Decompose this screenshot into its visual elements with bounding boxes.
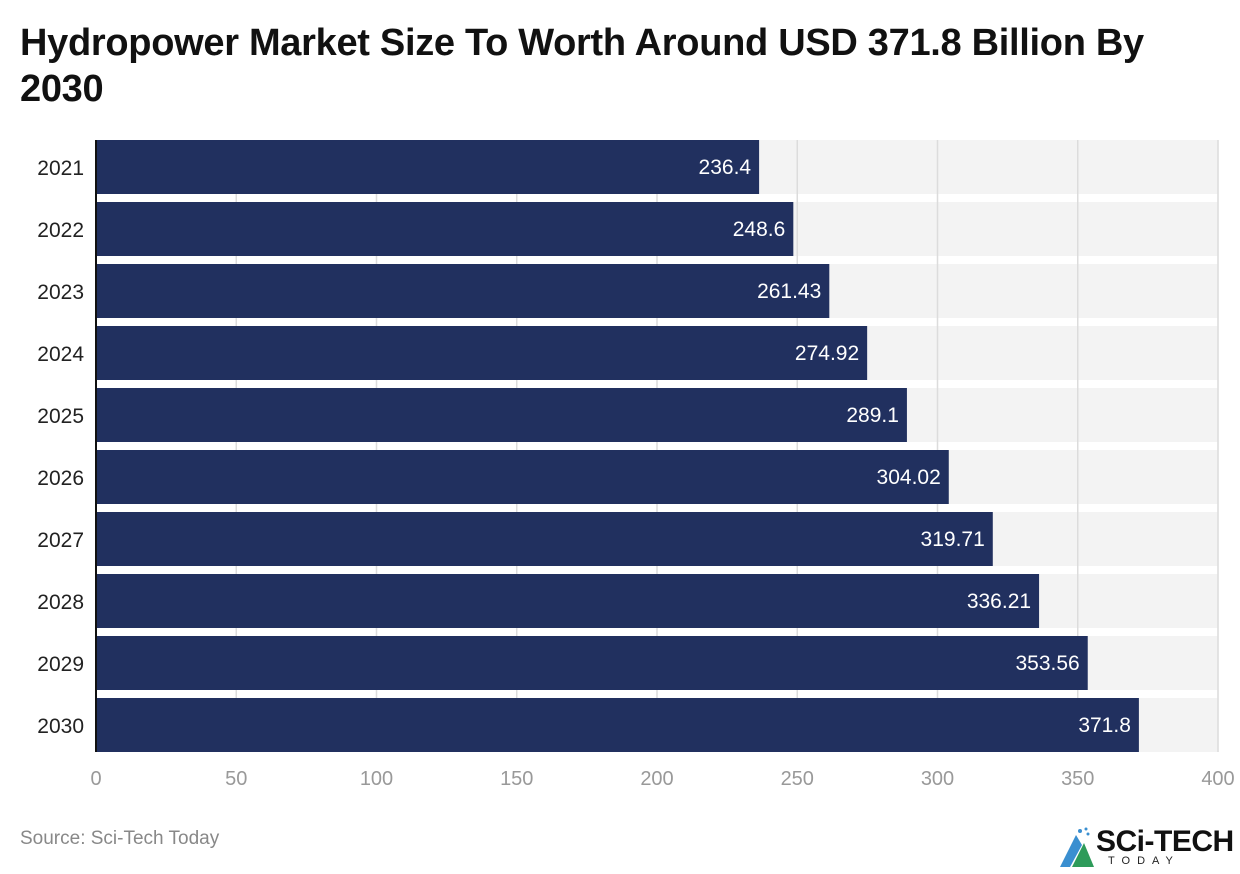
data-label: 236.4 <box>699 156 752 179</box>
x-tick-label: 250 <box>781 768 814 790</box>
bar <box>96 512 993 566</box>
data-label: 248.6 <box>733 218 786 241</box>
logo-subtext: TODAY <box>1108 855 1180 867</box>
bar <box>96 326 868 380</box>
data-label: 371.8 <box>1078 714 1131 737</box>
category-label: 2023 <box>37 281 84 304</box>
x-tick-label: 150 <box>500 768 533 790</box>
data-label: 304.02 <box>877 466 941 489</box>
category-label: 2028 <box>37 591 84 614</box>
x-tick-label: 100 <box>360 768 393 790</box>
x-tick-label: 300 <box>921 768 954 790</box>
category-label: 2022 <box>37 219 84 242</box>
category-label: 2025 <box>37 405 84 428</box>
category-label: 2021 <box>37 157 84 180</box>
data-label: 289.1 <box>846 404 899 427</box>
bar <box>96 388 907 442</box>
category-label: 2027 <box>37 529 84 552</box>
category-label: 2026 <box>37 467 84 490</box>
category-label: 2029 <box>37 653 84 676</box>
x-tick-label: 350 <box>1061 768 1094 790</box>
data-label: 336.21 <box>967 590 1031 613</box>
chart-title: Hydropower Market Size To Worth Around U… <box>20 22 1144 110</box>
bar <box>96 140 760 194</box>
data-label: 353.56 <box>1016 652 1080 675</box>
sci-tech-today-logo: SCi-TECH TODAY <box>1058 825 1238 869</box>
data-label: 261.43 <box>757 280 821 303</box>
x-tick-label: 200 <box>640 768 673 790</box>
bar <box>96 636 1088 690</box>
source-note: Source: Sci-Tech Today <box>20 828 220 849</box>
data-label: 319.71 <box>921 528 985 551</box>
category-label: 2024 <box>37 343 84 366</box>
bar <box>96 264 830 318</box>
category-label: 2030 <box>37 715 84 738</box>
bar <box>96 202 794 256</box>
x-tick-label: 0 <box>90 768 101 790</box>
data-label: 274.92 <box>795 342 859 365</box>
logo-mark-icon <box>1060 827 1094 867</box>
bar <box>96 450 949 504</box>
bar <box>96 698 1139 752</box>
logo-text: SCi-TECH <box>1096 825 1234 858</box>
x-tick-label: 50 <box>225 768 247 790</box>
bar <box>96 574 1040 628</box>
x-tick-label: 400 <box>1201 768 1234 790</box>
